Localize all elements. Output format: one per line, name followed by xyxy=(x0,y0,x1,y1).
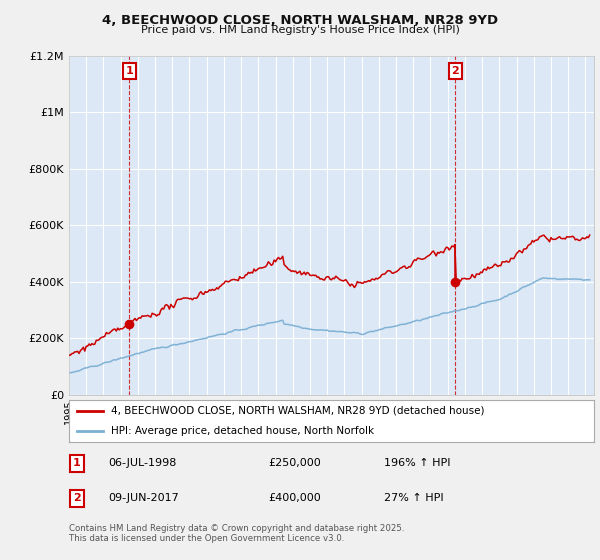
Text: 4, BEECHWOOD CLOSE, NORTH WALSHAM, NR28 9YD: 4, BEECHWOOD CLOSE, NORTH WALSHAM, NR28 … xyxy=(102,14,498,27)
Text: 1: 1 xyxy=(125,66,133,76)
Text: Contains HM Land Registry data © Crown copyright and database right 2025.
This d: Contains HM Land Registry data © Crown c… xyxy=(69,524,404,543)
Text: 2: 2 xyxy=(451,66,459,76)
Text: 27% ↑ HPI: 27% ↑ HPI xyxy=(384,493,443,503)
Text: £400,000: £400,000 xyxy=(269,493,321,503)
Text: 1: 1 xyxy=(73,459,81,468)
Text: 4, BEECHWOOD CLOSE, NORTH WALSHAM, NR28 9YD (detached house): 4, BEECHWOOD CLOSE, NORTH WALSHAM, NR28 … xyxy=(111,406,485,416)
Text: 2: 2 xyxy=(73,493,81,503)
Text: 06-JUL-1998: 06-JUL-1998 xyxy=(109,459,177,468)
Text: 09-JUN-2017: 09-JUN-2017 xyxy=(109,493,179,503)
Text: Price paid vs. HM Land Registry's House Price Index (HPI): Price paid vs. HM Land Registry's House … xyxy=(140,25,460,35)
Text: HPI: Average price, detached house, North Norfolk: HPI: Average price, detached house, Nort… xyxy=(111,426,374,436)
Text: £250,000: £250,000 xyxy=(269,459,321,468)
Text: 196% ↑ HPI: 196% ↑ HPI xyxy=(384,459,451,468)
